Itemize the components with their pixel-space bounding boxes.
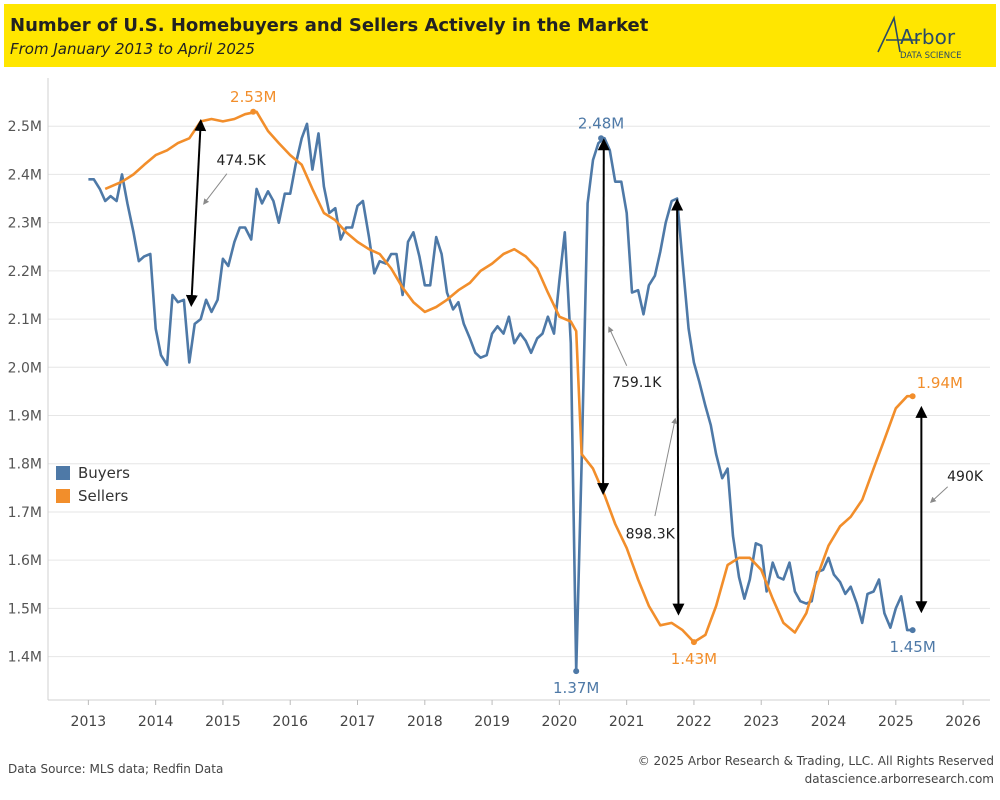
x-tick-label: 2018 bbox=[407, 714, 443, 730]
x-tick-label: 2025 bbox=[878, 714, 914, 730]
y-tick-label: 1.5M bbox=[8, 601, 42, 617]
data-label: 2.53M bbox=[230, 88, 276, 106]
data-point-marker bbox=[598, 135, 605, 142]
annotations: 2.53M 2.48M 1.37M 1.43M 1.94M 1.45M 474.5K 759.… bbox=[185, 88, 984, 697]
series-line-buyers bbox=[88, 122, 913, 673]
gap-pointer bbox=[929, 486, 949, 504]
chart-title: Number of U.S. Homebuyers and Sellers Ac… bbox=[10, 15, 649, 36]
gap-label: 898.3K bbox=[626, 527, 676, 543]
series-line-sellers bbox=[104, 110, 913, 644]
y-tick-label: 2.5M bbox=[8, 119, 42, 135]
data-label: 1.43M bbox=[671, 650, 717, 668]
grid-lines bbox=[48, 125, 990, 658]
series-lines bbox=[88, 110, 913, 673]
gap-label: 474.5K bbox=[216, 153, 266, 169]
x-tick-label: 2024 bbox=[811, 714, 847, 730]
x-tick-label: 2013 bbox=[71, 714, 107, 730]
data-point-marker bbox=[573, 668, 580, 675]
y-tick-label: 2.2M bbox=[8, 264, 42, 280]
x-tick-label: 2014 bbox=[138, 714, 174, 730]
gap-arrow bbox=[671, 198, 685, 616]
data-source: Data Source: MLS data; Redfin Data bbox=[8, 762, 224, 776]
y-tick-label: 1.9M bbox=[8, 409, 42, 425]
legend-label-buyers: Buyers bbox=[78, 464, 130, 482]
gap-pointer bbox=[608, 326, 628, 366]
x-tick-label: 2017 bbox=[340, 714, 376, 730]
logo-subtext: DATA SCIENCE bbox=[900, 51, 961, 61]
gap-arrow bbox=[185, 118, 207, 308]
legend-swatch-sellers bbox=[56, 489, 70, 503]
logo-tree-icon bbox=[877, 15, 901, 53]
x-tick-label: 2019 bbox=[474, 714, 510, 730]
x-tick-label: 2023 bbox=[743, 714, 779, 730]
gap-arrow bbox=[597, 138, 610, 496]
y-tick-label: 2.4M bbox=[8, 167, 42, 183]
arbor-logo: Arbor DATA SCIENCE bbox=[877, 15, 961, 61]
gap-pointer bbox=[203, 173, 228, 205]
website-link[interactable]: datascience.arborresearch.com bbox=[804, 772, 994, 786]
data-point-marker bbox=[909, 393, 916, 400]
y-tick-label: 1.8M bbox=[8, 457, 42, 473]
legend-swatch-buyers bbox=[56, 466, 70, 480]
gap-label: 490K bbox=[947, 469, 984, 485]
copyright-notice: © 2025 Arbor Research & Trading, LLC. Al… bbox=[637, 754, 994, 768]
axes: 1.4M 1.5M 1.6M 1.7M 1.8M 1.9M 2.0M 2.1M 2.2M 2.3M… bbox=[8, 78, 990, 730]
y-tick-label: 2.1M bbox=[8, 312, 42, 328]
y-tick-label: 2.3M bbox=[8, 216, 42, 232]
y-tick-label: 1.4M bbox=[8, 650, 42, 666]
y-tick-label: 2.0M bbox=[8, 360, 42, 376]
x-tick-label: 2020 bbox=[542, 714, 578, 730]
header-banner: Number of U.S. Homebuyers and Sellers Ac… bbox=[4, 4, 996, 67]
x-tick-label: 2021 bbox=[609, 714, 645, 730]
logo-text: Arbor bbox=[900, 25, 956, 49]
x-tick-label: 2026 bbox=[945, 714, 981, 730]
data-label: 1.45M bbox=[889, 638, 935, 656]
x-tick-label: 2022 bbox=[676, 714, 712, 730]
legend-item-buyers: Buyers bbox=[56, 464, 130, 482]
y-tick-label: 1.7M bbox=[8, 505, 42, 521]
data-label: 1.94M bbox=[917, 374, 963, 392]
x-tick-label: 2016 bbox=[272, 714, 308, 730]
chart-subtitle: From January 2013 to April 2025 bbox=[10, 40, 255, 58]
data-label: 2.48M bbox=[578, 114, 624, 132]
gap-pointer bbox=[654, 417, 678, 517]
gap-label: 759.1K bbox=[612, 375, 662, 391]
data-label: 1.37M bbox=[553, 679, 599, 697]
line-chart: 1.4M 1.5M 1.6M 1.7M 1.8M 1.9M 2.0M 2.1M 2.2M 2.3M… bbox=[8, 78, 990, 730]
legend-item-sellers: Sellers bbox=[56, 487, 128, 505]
data-point-marker bbox=[250, 108, 257, 115]
data-point-marker bbox=[690, 639, 697, 646]
legend-label-sellers: Sellers bbox=[78, 487, 129, 505]
y-tick-label: 1.6M bbox=[8, 553, 42, 569]
data-point-marker bbox=[909, 627, 916, 634]
x-tick-label: 2015 bbox=[205, 714, 241, 730]
